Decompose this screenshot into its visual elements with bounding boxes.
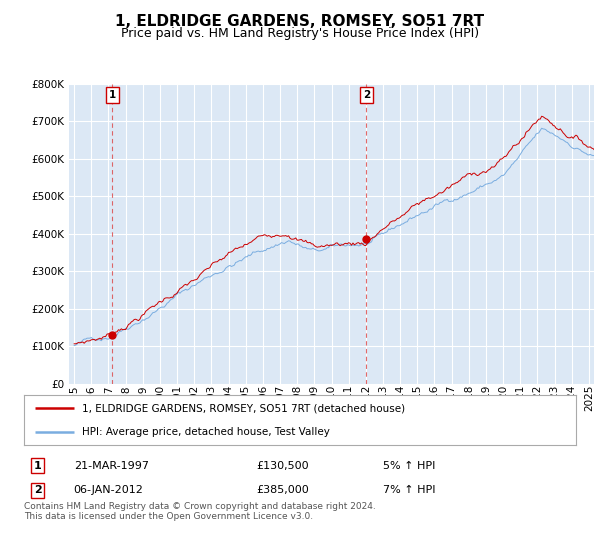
- Text: 2: 2: [34, 486, 41, 496]
- Text: £385,000: £385,000: [256, 486, 308, 496]
- Text: £130,500: £130,500: [256, 461, 308, 471]
- Text: 7% ↑ HPI: 7% ↑ HPI: [383, 486, 436, 496]
- Text: 5% ↑ HPI: 5% ↑ HPI: [383, 461, 435, 471]
- Text: 2: 2: [363, 90, 370, 100]
- Text: 1: 1: [34, 461, 41, 471]
- Text: 1: 1: [109, 90, 116, 100]
- Text: 1, ELDRIDGE GARDENS, ROMSEY, SO51 7RT: 1, ELDRIDGE GARDENS, ROMSEY, SO51 7RT: [115, 14, 485, 29]
- Text: Price paid vs. HM Land Registry's House Price Index (HPI): Price paid vs. HM Land Registry's House …: [121, 27, 479, 40]
- Text: 21-MAR-1997: 21-MAR-1997: [74, 461, 149, 471]
- Text: HPI: Average price, detached house, Test Valley: HPI: Average price, detached house, Test…: [82, 427, 330, 437]
- Text: Contains HM Land Registry data © Crown copyright and database right 2024.
This d: Contains HM Land Registry data © Crown c…: [24, 502, 376, 521]
- Text: 1, ELDRIDGE GARDENS, ROMSEY, SO51 7RT (detached house): 1, ELDRIDGE GARDENS, ROMSEY, SO51 7RT (d…: [82, 403, 405, 413]
- Text: 06-JAN-2012: 06-JAN-2012: [74, 486, 143, 496]
